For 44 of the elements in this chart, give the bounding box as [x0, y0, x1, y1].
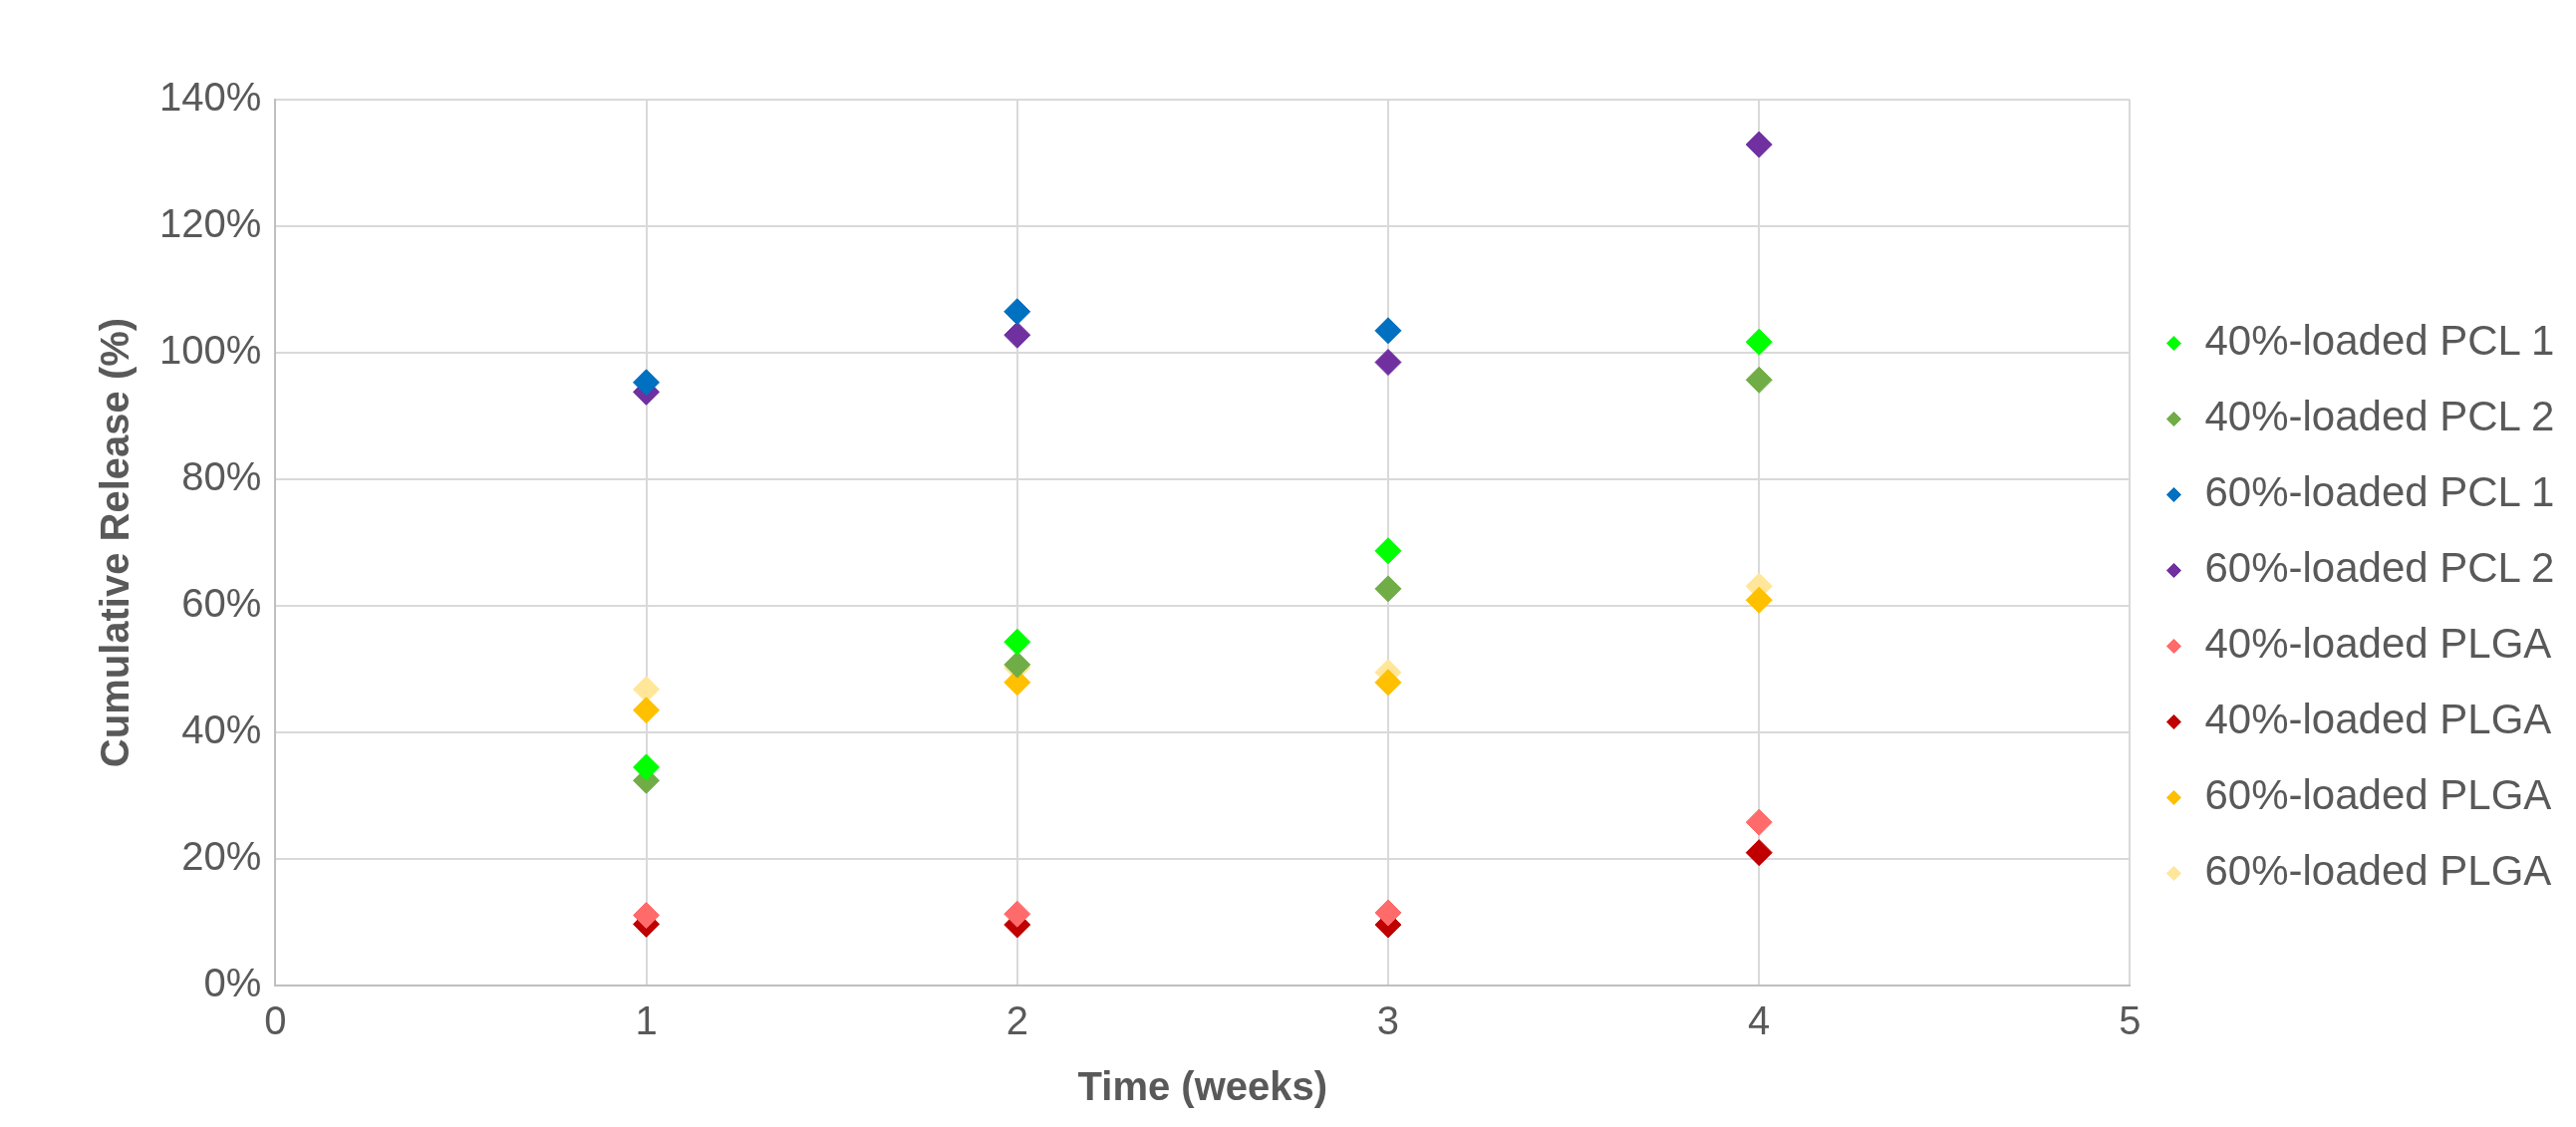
legend-label: 60%-loaded PLGA	[2204, 771, 2552, 819]
point	[1745, 586, 1773, 614]
y-tick-label: 140%	[158, 75, 262, 120]
y-axis-title: Cumulative Release (%)	[93, 317, 138, 768]
point	[1374, 899, 1402, 927]
y-tick-label: 80%	[181, 454, 262, 499]
point	[1745, 839, 1773, 867]
y-tick-label: 40%	[181, 707, 262, 752]
y-tick-label: 60%	[181, 581, 262, 626]
x-tick-label: 2	[1005, 998, 1028, 1043]
legend-label: 60%-loaded PLGA	[2204, 847, 2552, 895]
point	[633, 902, 661, 930]
point	[1003, 900, 1031, 928]
x-tick-label: 1	[635, 998, 658, 1043]
point	[1003, 298, 1031, 326]
point	[1003, 321, 1031, 349]
legend-label: 40%-loaded PCL 1	[2204, 317, 2555, 365]
y-tick-label: 20%	[181, 834, 262, 879]
point	[1745, 328, 1773, 356]
legend-label: 40%-loaded PCL 2	[2204, 393, 2555, 440]
legend-label: 40%-loaded PLGA	[2204, 696, 2552, 743]
legend-label: 60%-loaded PCL 1	[2204, 468, 2555, 516]
x-tick-label: 3	[1376, 998, 1400, 1043]
x-tick-label: 4	[1748, 998, 1771, 1043]
point	[1745, 131, 1773, 158]
x-axis-title: Time (weeks)	[1077, 1064, 1328, 1109]
point	[1374, 317, 1402, 345]
point	[1374, 669, 1402, 697]
legend-label: 40%-loaded PLGA	[2204, 620, 2552, 668]
y-tick-label: 0%	[203, 961, 262, 1005]
x-tick-label: 5	[2119, 998, 2142, 1043]
y-tick-label: 100%	[158, 328, 262, 373]
point	[1374, 537, 1402, 565]
point	[633, 753, 661, 781]
point	[1745, 366, 1773, 394]
y-tick-label: 120%	[158, 201, 262, 246]
point	[633, 697, 661, 724]
point	[1374, 575, 1402, 603]
point	[1745, 808, 1773, 836]
x-tick-label: 0	[264, 998, 287, 1043]
point	[633, 369, 661, 397]
point	[1003, 628, 1031, 656]
point	[1374, 349, 1402, 377]
legend-label: 60%-loaded PCL 2	[2204, 544, 2555, 592]
